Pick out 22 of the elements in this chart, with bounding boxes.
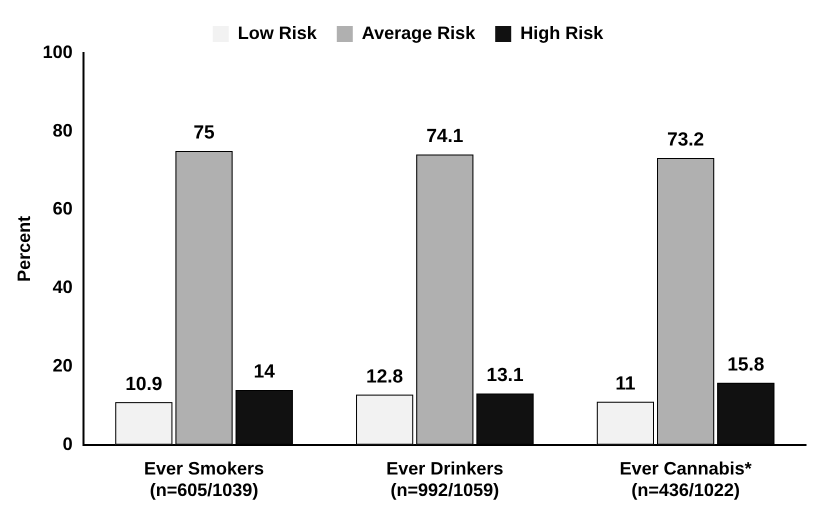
- y-tick-label: 80: [52, 120, 73, 140]
- data-label: 12.8: [366, 366, 404, 388]
- data-label: 13.1: [486, 365, 524, 386]
- data-label: 75: [193, 122, 216, 144]
- y-axis-title: Percent: [14, 216, 34, 282]
- y-tick-label: 20: [52, 355, 73, 376]
- data-label: 14: [254, 362, 276, 383]
- x-tick-label: Ever Drinkers (n=992/1059): [386, 458, 504, 500]
- y-tick-label: 40: [52, 277, 73, 298]
- data-label: 73.2: [667, 130, 704, 151]
- y-tick-label: 60: [52, 198, 73, 219]
- data-label: 74.1: [426, 126, 464, 148]
- x-tick-label: Ever Cannabis* (n=436/1022): [620, 458, 752, 500]
- data-label: 11: [615, 373, 636, 394]
- y-tick-label: 100: [42, 42, 73, 62]
- data-label: 10.9: [125, 374, 162, 395]
- y-tick-label: 0: [62, 434, 73, 454]
- x-tick-label: Ever Smokers (n=605/1039): [144, 458, 264, 500]
- data-label: 15.8: [727, 354, 764, 376]
- legend-label: High Risk: [520, 22, 604, 43]
- legend-label: Low Risk: [238, 22, 318, 43]
- legend-label: Average Risk: [362, 22, 476, 43]
